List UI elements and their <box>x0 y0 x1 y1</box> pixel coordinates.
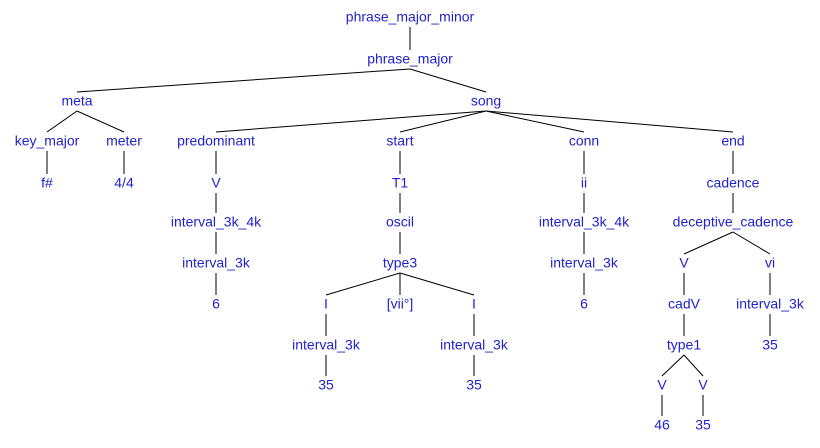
tree-node-I2v: 35 <box>466 377 482 393</box>
tree-node-pV: V <box>211 175 221 191</box>
tree-node-dec: deceptive_cadence <box>673 214 794 230</box>
tree-node-vi: vi <box>765 255 775 271</box>
tree-node-V2: V <box>698 377 708 393</box>
tree-node-keymaj: key_major <box>15 133 80 149</box>
tree-edge <box>485 110 585 133</box>
tree-node-I1: I <box>324 296 328 312</box>
tree-edge <box>76 68 411 93</box>
tree-node-cI34: interval_3k_4k <box>539 214 630 230</box>
tree-node-pred: predominant <box>177 133 255 149</box>
tree-node-I2int: interval_3k <box>440 337 509 353</box>
tree-node-conn: conn <box>569 133 599 149</box>
tree-edge <box>683 354 704 377</box>
tree-node-end: end <box>721 133 744 149</box>
tree-node-T1: T1 <box>392 175 409 191</box>
tree-node-pm: phrase_major <box>367 51 453 67</box>
tree-node-eV: V <box>679 255 689 271</box>
tree-edge <box>46 110 78 133</box>
tree-node-cI3: interval_3k <box>550 255 619 271</box>
tree-edges <box>46 27 771 416</box>
tree-node-fsharp: f# <box>41 175 53 191</box>
tree-node-I1int: interval_3k <box>292 337 361 353</box>
tree-node-v46: 46 <box>654 417 670 433</box>
tree-node-p6: 6 <box>212 296 220 312</box>
tree-edge <box>399 110 487 133</box>
tree-node-oscil: oscil <box>386 214 414 230</box>
tree-edge <box>683 231 734 255</box>
tree-node-vi35: 35 <box>762 337 778 353</box>
tree-node-v35: 35 <box>695 417 711 433</box>
tree-node-pI3: interval_3k <box>182 255 251 271</box>
tree-node-I2: I <box>472 296 476 312</box>
tree-node-meta: meta <box>61 93 92 109</box>
tree-node-V1: V <box>657 377 667 393</box>
tree-node-type3: type3 <box>383 255 417 271</box>
tree-edge <box>215 110 487 133</box>
tree-node-type1: type1 <box>667 337 701 353</box>
tree-node-cadV: cadV <box>668 296 701 312</box>
tree-node-cad: cadence <box>707 175 760 191</box>
tree-edge <box>409 68 487 93</box>
tree-node-I1v: 35 <box>318 377 334 393</box>
tree-edge <box>399 272 475 296</box>
tree-edge <box>485 110 734 133</box>
tree-node-viint: interval_3k <box>736 296 805 312</box>
tree-node-ii: ii <box>581 175 587 191</box>
tree-edge <box>661 354 685 377</box>
tree-node-pI34: interval_3k_4k <box>171 214 262 230</box>
tree-node-song: song <box>471 93 501 109</box>
tree-node-vii: [vii°] <box>387 296 414 312</box>
tree-node-root: phrase_major_minor <box>346 9 475 25</box>
tree-node-m44: 4/4 <box>114 175 134 191</box>
tree-node-c6: 6 <box>580 296 588 312</box>
tree-node-meter: meter <box>106 133 142 149</box>
tree-node-start: start <box>386 133 413 149</box>
tree-edge <box>325 272 401 296</box>
tree-edge <box>732 231 771 255</box>
tree-edge <box>76 110 125 133</box>
